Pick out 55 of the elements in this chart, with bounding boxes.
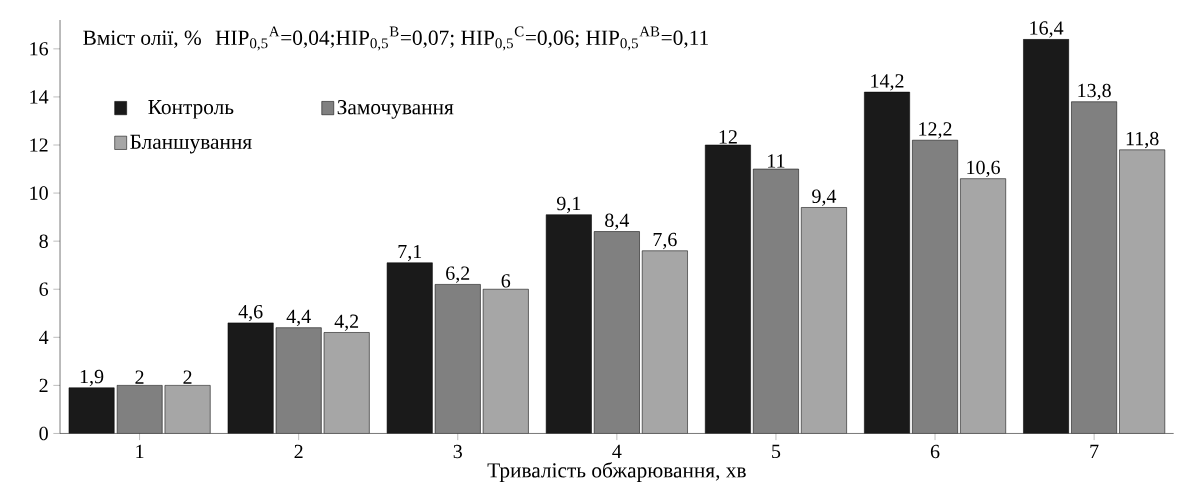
text: НІР$_{0,5}$$^{A}$=0,04;НІР$_{0,5}$$^{B}$=0,07; НІР$_{0,5}$$^{C}$=0,06; НІР$_{0,5}$$^{AB}$=0,11 — [215, 26, 708, 51]
data-label: 7,1 — [398, 244, 422, 261]
y-axis-title: Вміст олії, % — [83, 30, 201, 48]
x-tick-label: 4 — [612, 444, 622, 458]
bar — [642, 250, 688, 434]
data-label: 6 — [501, 273, 511, 288]
y-tick-label: 12 — [30, 138, 48, 152]
data-label: 13,8 — [1078, 83, 1111, 100]
bar — [864, 91, 910, 434]
data-label: 4,6 — [238, 304, 263, 322]
y-tick-label: 0 — [39, 426, 48, 440]
bar — [68, 387, 115, 434]
x-tick-label: 6 — [930, 444, 940, 459]
legend-label: Замочування — [337, 99, 454, 119]
bar — [164, 385, 211, 434]
x-tick-label: 2 — [294, 444, 303, 458]
bar — [1119, 149, 1166, 434]
data-label: 9,1 — [556, 196, 581, 213]
data-label: 11 — [768, 154, 785, 168]
legend-label: Контроль — [148, 99, 234, 119]
y-tick-label: 6 — [39, 282, 49, 296]
y-tick-label: 4 — [39, 330, 49, 344]
data-label: 7,6 — [653, 232, 677, 249]
y-tick-label: 14 — [30, 90, 49, 104]
legend-label: Бланшування — [130, 134, 252, 154]
data-label: 4,4 — [286, 309, 311, 326]
data-label: 14,2 — [871, 73, 904, 91]
data-label: 9,4 — [812, 189, 837, 206]
y-tick-label: 16 — [30, 41, 49, 56]
data-label: 8,4 — [605, 213, 630, 230]
data-label: 4,2 — [334, 314, 359, 331]
x-tick-label: 3 — [453, 444, 462, 459]
data-label: 6,2 — [446, 266, 470, 283]
data-label: 16,4 — [1030, 21, 1064, 38]
bar — [324, 332, 370, 434]
data-label: 11,8 — [1126, 131, 1159, 148]
y-tick-label: 10 — [30, 186, 48, 200]
bar — [960, 178, 1006, 434]
data-label: 2 — [183, 370, 192, 384]
bar — [545, 214, 592, 434]
x-axis-title: Тривалість обжарювання, хв — [487, 461, 746, 482]
y-tick-label: 2 — [39, 378, 48, 392]
bar — [483, 288, 529, 434]
bar — [704, 144, 751, 434]
x-tick-label: 7 — [1090, 444, 1099, 458]
x-tick-label: 5 — [772, 444, 781, 458]
x-tick-label: 1 — [136, 444, 144, 458]
bar — [801, 207, 847, 434]
data-label: 1,9 — [80, 369, 104, 386]
data-label: 10,6 — [967, 160, 1000, 177]
data-label: 12,2 — [919, 122, 952, 139]
data-label: 2 — [135, 370, 144, 384]
bar — [1023, 38, 1070, 434]
y-tick-label: 8 — [39, 234, 48, 248]
data-label: 12 — [719, 129, 737, 144]
